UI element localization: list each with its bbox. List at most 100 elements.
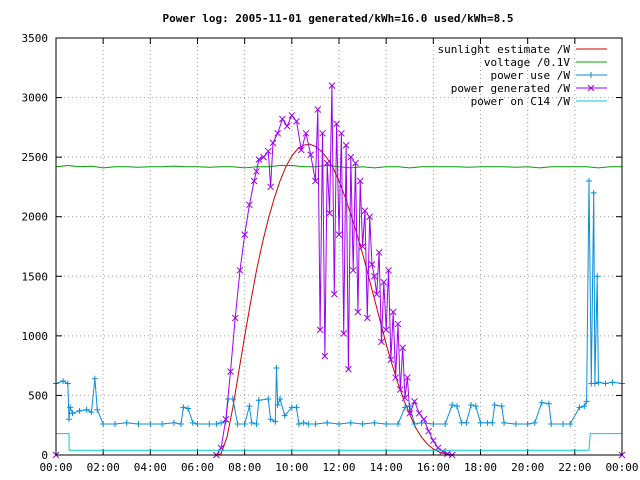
data-point <box>227 368 234 375</box>
data-point <box>402 404 409 411</box>
y-tick-label: 1500 <box>22 270 49 283</box>
data-point <box>273 365 280 372</box>
x-tick-label: 10:00 <box>275 461 308 474</box>
legend-item: power on C14 /W <box>471 95 607 108</box>
data-point <box>363 314 371 322</box>
data-point <box>100 421 107 428</box>
data-point <box>548 421 555 428</box>
data-point <box>418 419 425 426</box>
data-point <box>260 153 267 161</box>
legend-marker <box>588 72 594 78</box>
data-point <box>241 231 249 238</box>
data-point <box>378 338 385 346</box>
y-tick-label: 3500 <box>22 32 49 45</box>
legend-label: power use /W <box>491 69 571 82</box>
data-point <box>602 380 609 387</box>
y-tick-label: 2000 <box>22 211 49 224</box>
data-point <box>387 356 395 364</box>
data-point <box>430 421 437 428</box>
data-point <box>213 421 220 428</box>
data-point <box>83 406 90 413</box>
data-point <box>189 419 196 426</box>
data-point <box>234 421 241 428</box>
data-point <box>404 374 411 381</box>
data-point <box>293 404 300 411</box>
series-power-on-c14-w <box>56 433 622 451</box>
data-point <box>147 421 154 428</box>
data-point <box>283 122 291 130</box>
data-point <box>274 129 282 137</box>
data-point <box>545 400 552 407</box>
data-point <box>392 374 399 381</box>
data-point <box>91 375 98 382</box>
data-point <box>382 326 390 334</box>
data-point <box>222 415 230 423</box>
data-point <box>581 403 588 410</box>
data-point <box>274 401 281 408</box>
data-point <box>489 419 496 426</box>
data-point <box>177 421 184 428</box>
data-point <box>411 421 418 428</box>
data-point <box>371 419 378 426</box>
data-point <box>340 330 348 337</box>
data-point <box>477 419 484 426</box>
data-point <box>389 308 397 316</box>
data-point <box>76 407 83 414</box>
data-point <box>250 177 258 185</box>
data-point <box>88 409 95 416</box>
data-point <box>64 380 71 387</box>
data-point <box>312 177 319 185</box>
data-point <box>255 156 263 163</box>
data-point <box>560 421 567 428</box>
y-tick-label: 3000 <box>22 92 49 105</box>
data-point <box>293 118 300 125</box>
data-point <box>305 421 312 428</box>
data-point <box>67 404 74 411</box>
legend-label: power on C14 /W <box>471 95 571 108</box>
data-point <box>576 404 583 411</box>
data-point <box>401 394 409 402</box>
x-tick-label: 00:00 <box>605 461 638 474</box>
data-point <box>231 314 239 322</box>
x-tick-label: 02:00 <box>87 461 120 474</box>
data-point <box>472 403 479 410</box>
data-point <box>356 177 364 185</box>
data-point <box>123 419 130 426</box>
data-point <box>326 209 333 217</box>
y-tick-label: 1000 <box>22 330 49 343</box>
data-point <box>583 398 590 405</box>
data-point <box>267 416 274 423</box>
x-tick-label: 08:00 <box>228 461 261 474</box>
data-point <box>253 421 260 428</box>
data-point <box>524 421 531 428</box>
data-point <box>321 352 329 360</box>
data-point <box>295 421 302 428</box>
data-point <box>297 146 305 154</box>
legend-marker <box>587 84 595 92</box>
data-point <box>512 421 519 428</box>
data-point <box>468 401 475 408</box>
series-voltage-0-1v <box>55 164 622 169</box>
data-point <box>253 168 260 175</box>
data-point <box>359 421 366 428</box>
y-tick-label: 2500 <box>22 151 49 164</box>
data-point <box>595 379 602 386</box>
data-point <box>319 129 326 137</box>
plot-frame <box>55 37 623 456</box>
data-point <box>330 290 338 298</box>
data-point <box>385 266 392 274</box>
series-line <box>56 433 622 451</box>
data-point <box>463 419 470 426</box>
x-tick-label: 12:00 <box>322 461 355 474</box>
x-tick-label: 14:00 <box>370 461 403 474</box>
data-point <box>336 421 342 428</box>
data-point <box>373 290 381 298</box>
grid-lines <box>56 38 622 455</box>
data-point <box>368 261 376 268</box>
data-point <box>288 112 296 119</box>
x-tick-label: 20:00 <box>511 461 544 474</box>
data-point <box>375 249 383 256</box>
data-point <box>609 379 616 386</box>
